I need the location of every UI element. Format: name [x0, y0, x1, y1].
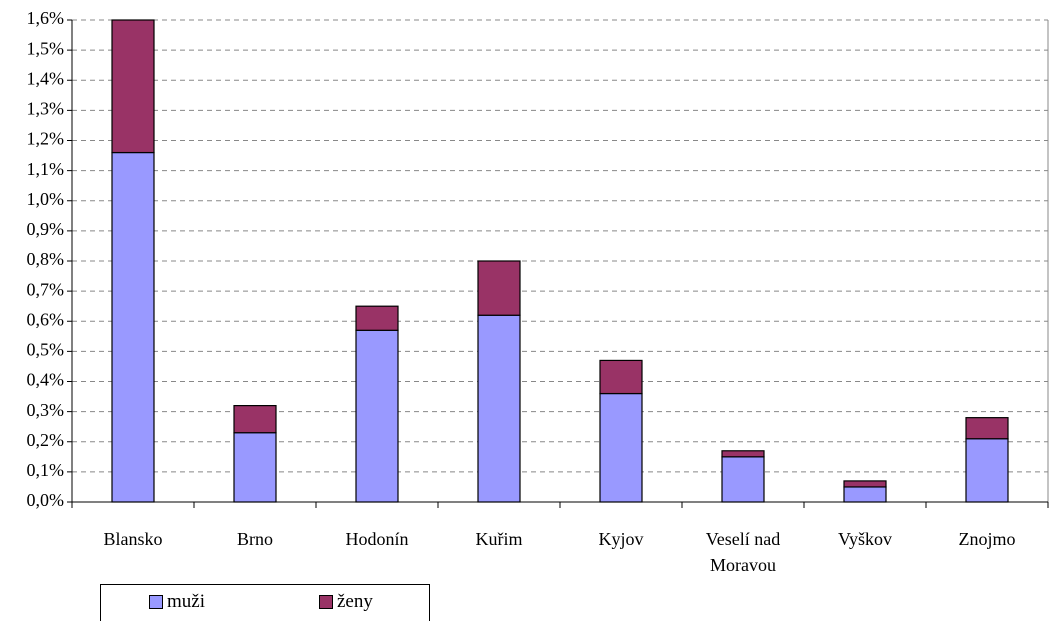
legend-item: muži [149, 591, 205, 613]
legend-swatch [149, 595, 163, 609]
y-tick-label: 0,2% [27, 430, 65, 450]
x-tick-label: Kuřim [475, 529, 523, 549]
bar-segment [477, 314, 521, 503]
y-tick-label: 1,3% [27, 99, 65, 119]
x-tick-label: Blansko [103, 529, 163, 549]
x-tick-label: Vyškov [837, 529, 892, 549]
y-tick-label: 1,2% [27, 129, 65, 149]
y-tick-label: 1,6% [27, 8, 65, 28]
bar-segment [721, 450, 765, 458]
bar-segment [477, 260, 521, 316]
y-tick-label: 1,4% [27, 68, 65, 88]
bar-segment [721, 456, 765, 503]
bar-segment [965, 438, 1009, 503]
x-tick-label: Brno [237, 529, 273, 549]
bar-segment [599, 359, 643, 395]
bar-segment [843, 480, 887, 488]
y-tick-label: 0,0% [27, 490, 65, 510]
y-tick-label: 0,5% [27, 340, 65, 360]
x-tick-label: Znojmo [958, 529, 1016, 549]
bar-segment [111, 19, 155, 154]
legend-item: ženy [319, 591, 373, 613]
legend: muži ženy [100, 584, 430, 621]
bar-segment [355, 329, 399, 503]
y-tick-label: 0,4% [27, 370, 65, 390]
y-tick-label: 1,1% [27, 159, 65, 179]
bar-segment [111, 151, 155, 503]
bar-segment [843, 486, 887, 503]
y-tick-label: 1,0% [27, 189, 65, 209]
y-tick-label: 0,9% [27, 219, 65, 239]
x-tick-label: Hodonín [345, 529, 409, 549]
y-tick-label: 1,5% [27, 38, 65, 58]
legend-label: muži [167, 591, 205, 612]
bar-segment [233, 432, 277, 503]
y-tick-label: 0,6% [27, 309, 65, 329]
legend-swatch [319, 595, 333, 609]
y-tick-label: 0,7% [27, 279, 65, 299]
bar-segment [355, 305, 399, 331]
x-tick-label: Veselí nad Moravou [705, 529, 781, 575]
y-tick-label: 0,1% [27, 460, 65, 480]
y-tick-label: 0,8% [27, 249, 65, 269]
x-tick-label: Kyjov [598, 529, 644, 549]
legend-label: ženy [337, 591, 373, 612]
bar-segment [233, 405, 277, 434]
y-tick-label: 0,3% [27, 400, 65, 420]
bar-segment [599, 392, 643, 503]
bar-segment [965, 417, 1009, 440]
